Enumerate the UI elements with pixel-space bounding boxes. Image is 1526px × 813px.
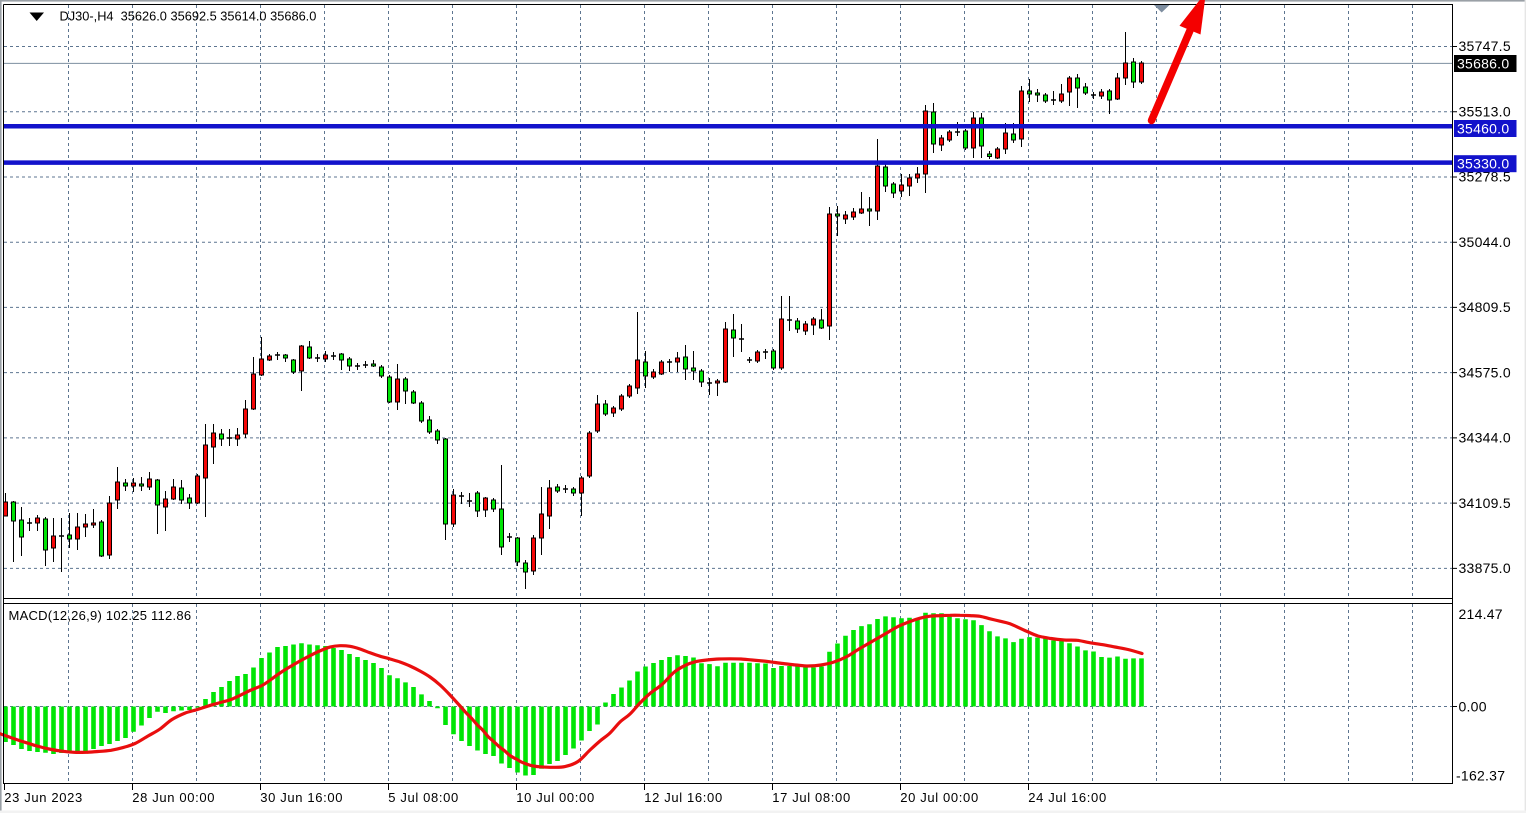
svg-text:34109.5: 34109.5: [1459, 495, 1511, 511]
svg-text:0.00: 0.00: [1459, 699, 1487, 715]
svg-text:DJ30-,H4 35626.0 35692.5 3561: DJ30-,H4 35626.0 35692.5 35614.0 35686.0: [60, 9, 317, 24]
svg-text:-162.37: -162.37: [1456, 767, 1505, 783]
svg-text:30 Jun 16:00: 30 Jun 16:00: [260, 790, 343, 805]
svg-text:214.47: 214.47: [1459, 606, 1503, 622]
svg-text:35278.5: 35278.5: [1459, 169, 1511, 185]
svg-text:12 Jul 16:00: 12 Jul 16:00: [644, 790, 723, 805]
svg-text:35686.0: 35686.0: [1457, 56, 1509, 72]
svg-text:24 Jul 16:00: 24 Jul 16:00: [1028, 790, 1107, 805]
svg-text:34575.0: 34575.0: [1459, 364, 1511, 380]
svg-text:33875.0: 33875.0: [1459, 560, 1511, 576]
svg-text:35513.0: 35513.0: [1459, 103, 1511, 119]
svg-text:34344.0: 34344.0: [1459, 430, 1511, 446]
svg-text:28 Jun 00:00: 28 Jun 00:00: [132, 790, 215, 805]
svg-text:MACD(12,26,9) 102.25 112.86: MACD(12,26,9) 102.25 112.86: [9, 608, 192, 623]
svg-text:35747.5: 35747.5: [1459, 38, 1511, 54]
svg-text:23 Jun 2023: 23 Jun 2023: [4, 790, 83, 805]
svg-text:34809.5: 34809.5: [1459, 299, 1511, 315]
svg-text:17 Jul 08:00: 17 Jul 08:00: [772, 790, 851, 805]
svg-text:10 Jul 00:00: 10 Jul 00:00: [516, 790, 595, 805]
svg-text:20 Jul 00:00: 20 Jul 00:00: [900, 790, 979, 805]
svg-text:35460.0: 35460.0: [1457, 121, 1509, 137]
svg-text:35044.0: 35044.0: [1459, 234, 1511, 250]
svg-text:5 Jul 08:00: 5 Jul 08:00: [388, 790, 459, 805]
svg-text:35330.0: 35330.0: [1457, 156, 1509, 172]
